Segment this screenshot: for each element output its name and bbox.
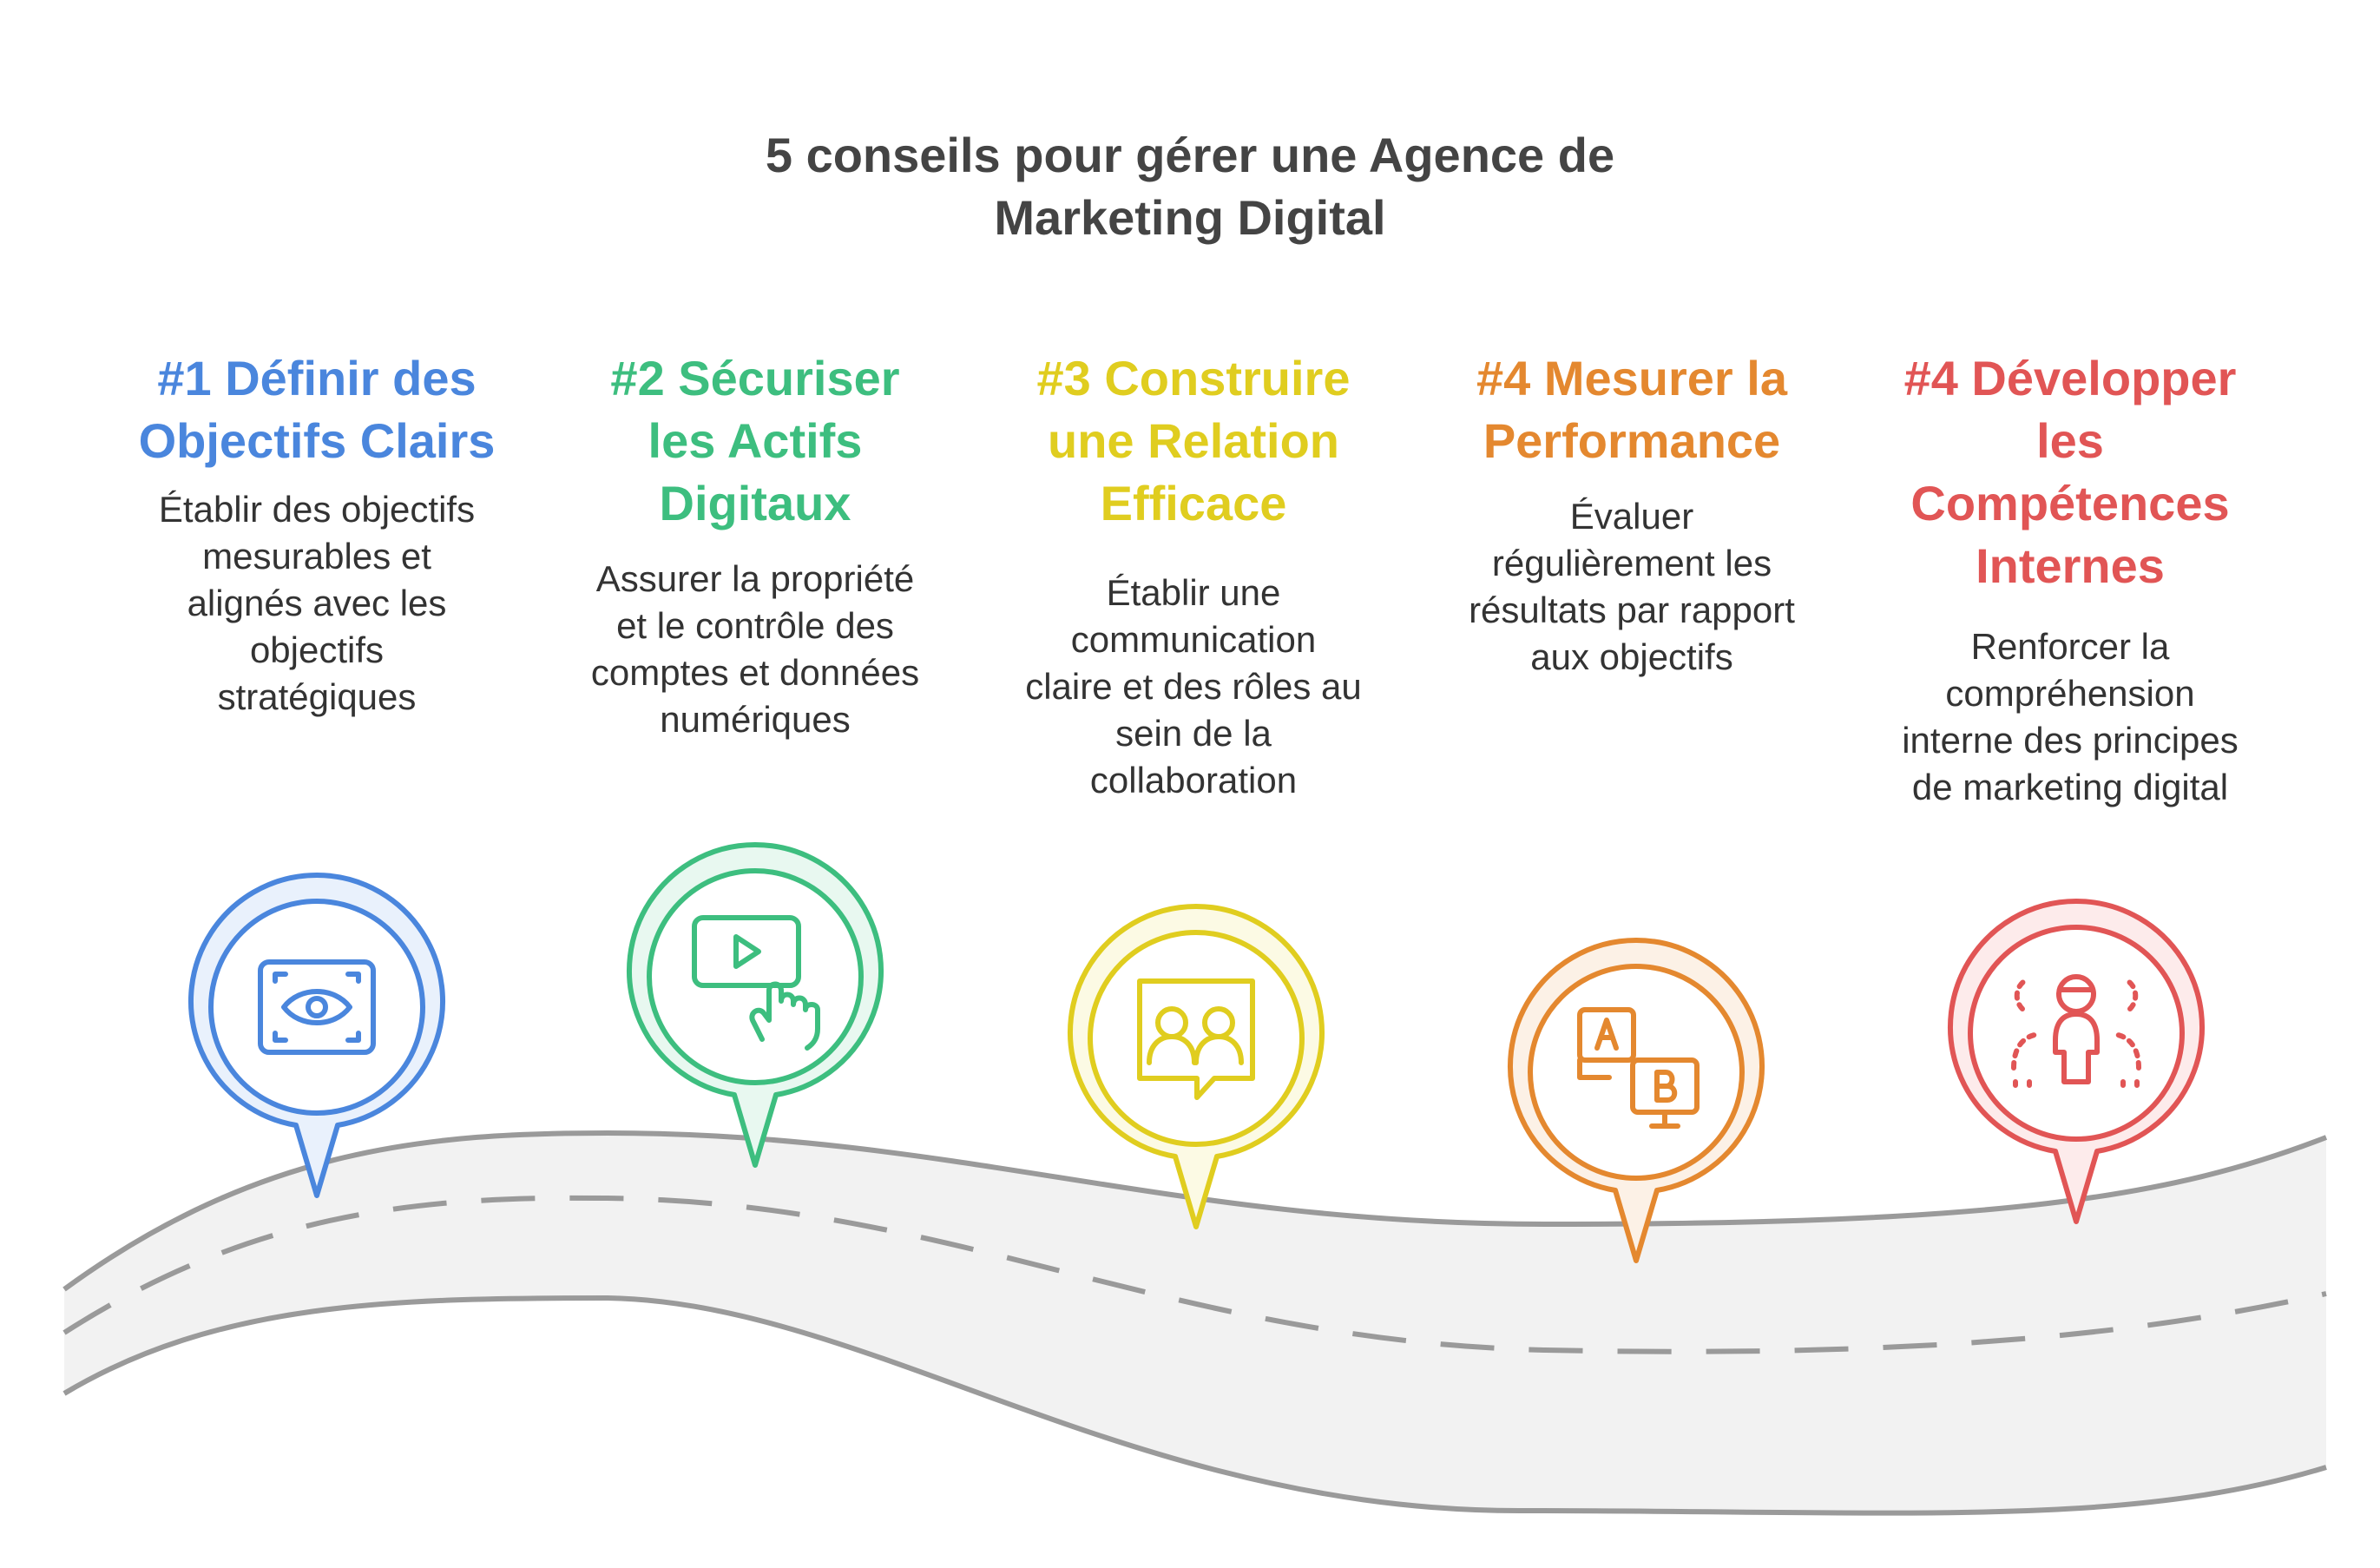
road xyxy=(62,1130,2328,1516)
pin-2 xyxy=(627,842,884,1168)
people-chat-icon xyxy=(1137,978,1255,1100)
pin-3 xyxy=(1068,904,1325,1229)
step-2: #2 Sécuriser les Actifs Digitaux Assurer… xyxy=(560,347,950,743)
step-heading: #3 Construire une Relation Efficace xyxy=(1036,351,1351,530)
video-hand-icon xyxy=(692,915,820,1051)
title-line-2: Marketing Digital xyxy=(994,190,1386,245)
step-1: #1 Définir des Objectifs Clairs Établir … xyxy=(122,347,512,721)
eye-scan-icon xyxy=(258,959,376,1055)
step-description: Assurer la propriété et le contrôle des … xyxy=(590,558,920,740)
title-line-1: 5 conseils pour gérer une Agence de xyxy=(765,128,1615,182)
pin-4 xyxy=(1508,938,1765,1263)
step-5: #4 Développer les Compétences Internes R… xyxy=(1875,347,2265,811)
step-3: #3 Construire une Relation Efficace Étab… xyxy=(998,347,1389,804)
pin-5 xyxy=(1948,899,2205,1224)
step-heading: #4 Développer les Compétences Internes xyxy=(1903,351,2237,593)
step-description: Évaluer régulièrement les résultats par … xyxy=(1469,496,1795,677)
step-4: #4 Mesurer la Performance Évaluer réguli… xyxy=(1437,347,1827,681)
step-description: Établir une communication claire et des … xyxy=(1025,572,1362,800)
pin-1 xyxy=(188,873,445,1198)
step-description: Renforcer la compréhension interne des p… xyxy=(1902,626,2239,807)
step-heading: #1 Définir des Objectifs Clairs xyxy=(138,351,496,468)
step-description: Établir des objectifs mesurables et alig… xyxy=(158,489,476,717)
person-growth-icon xyxy=(2011,974,2141,1088)
step-heading: #4 Mesurer la Performance xyxy=(1476,351,1787,468)
diagram-title: 5 conseils pour gérer une Agence de Mark… xyxy=(582,124,1798,249)
step-heading: #2 Sécuriser les Actifs Digitaux xyxy=(610,351,900,530)
ab-test-icon xyxy=(1577,1007,1700,1129)
